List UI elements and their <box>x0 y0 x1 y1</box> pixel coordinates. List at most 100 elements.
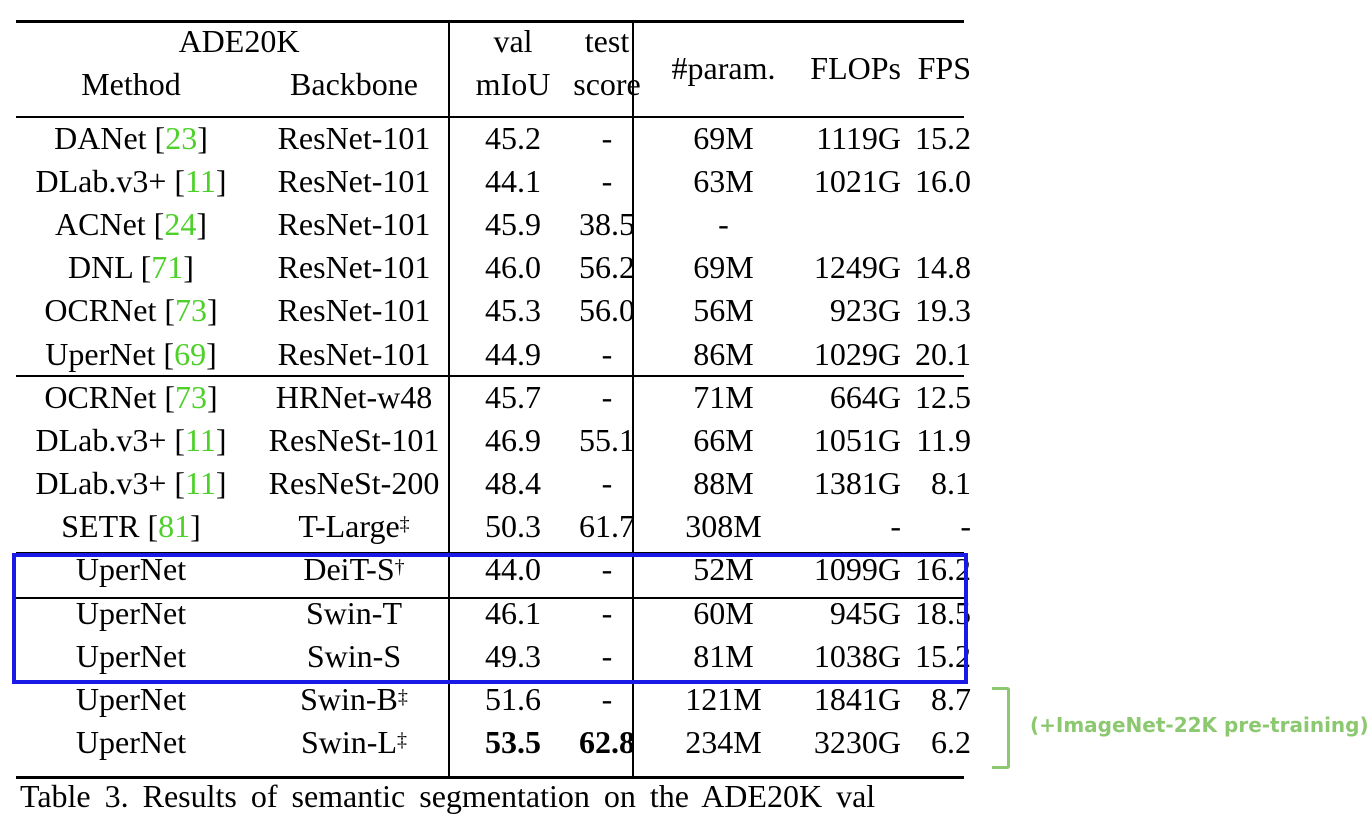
results-table: ADE20K Method Backbone val mIoU test sco… <box>16 20 971 779</box>
fps-cell: 8.1 <box>931 465 971 502</box>
backbone-cell: Swin-B ‡ <box>300 681 408 718</box>
backbone-cell: HRNet-w48 <box>246 375 462 418</box>
param-cell: 81M <box>693 637 754 674</box>
table-row: ACNet [24] ResNet-101 45.9 38.5 - <box>16 202 964 245</box>
table-row: SETR [81] T-Large ‡ 50.3 61.7 308M - - <box>16 505 971 548</box>
method-name: DANet [ <box>54 119 166 156</box>
citation-close: ] <box>197 119 208 156</box>
citation-link[interactable]: 81 <box>158 508 191 545</box>
citation-link[interactable]: 24 <box>164 205 197 242</box>
citation-link[interactable]: 23 <box>165 119 198 156</box>
citation-close: ] <box>215 162 227 199</box>
method-name: UperNet <box>75 724 187 761</box>
backbone-cell: DeiT-S † <box>303 551 405 588</box>
flops-cell: 1029G <box>813 335 901 372</box>
table-row: UperNet Swin-B ‡ 51.6 - 121M 1841G 8.7 <box>16 677 971 720</box>
backbone-name: DeiT-S <box>303 551 395 588</box>
param-cell: 121M <box>685 681 762 718</box>
table-header: ADE20K Method Backbone val mIoU test sco… <box>16 20 971 116</box>
divider-backbone-val <box>448 20 450 776</box>
method-cell: UperNet <box>16 721 246 764</box>
backbone-cell: ResNet-101 <box>246 202 462 245</box>
fps-cell: 11.9 <box>916 421 971 458</box>
flops-cell: 1249G <box>813 249 901 286</box>
param-cell: 69M <box>693 249 754 286</box>
test-header-top: test <box>584 23 630 59</box>
fps-cell: - <box>960 508 971 545</box>
method-name: UperNet <box>75 637 187 674</box>
backbone-cell: ResNeSt-101 <box>246 418 462 461</box>
fps-cell: 6.2 <box>931 724 971 761</box>
flops-cell: 1021G <box>813 162 901 199</box>
method-cell: OCRNet [73] <box>16 289 246 332</box>
highlight-box <box>12 553 968 684</box>
val-header-bottom: mIoU <box>475 66 551 102</box>
method-name: UperNet <box>75 594 187 631</box>
table-row: UperNet Swin-T 46.1 - 60M 945G 18.5 <box>16 591 971 634</box>
test-score-cell: - <box>601 465 613 502</box>
fps-cell: 15.2 <box>915 637 971 674</box>
group-rule-1 <box>16 375 964 377</box>
backbone-cell: ResNet-101 <box>246 289 462 332</box>
method-name: DLab.v3+ [ <box>35 421 186 458</box>
test-score-cell: - <box>601 335 613 372</box>
citation-link[interactable]: 73 <box>175 292 207 329</box>
backbone-name: Swin-L <box>301 724 397 761</box>
table-caption: Table 3. Results of semantic segmentatio… <box>20 778 876 814</box>
val-miou-cell: 44.9 <box>485 335 541 372</box>
backbone-cell: Swin-S <box>246 634 462 677</box>
val-miou-cell: 53.5 <box>485 724 541 761</box>
method-cell: DLab.v3+ [11] <box>16 462 246 505</box>
backbone-name: Swin-T <box>306 594 402 631</box>
flops-cell: 923G <box>829 292 901 329</box>
citation-link[interactable]: 11 <box>185 465 216 502</box>
fps-cell: 16.2 <box>915 551 971 588</box>
method-cell: DNL [71] <box>16 246 246 289</box>
table-row: UperNet Swin-L ‡ 53.5 62.8 234M 3230G 6.2 <box>16 721 971 764</box>
citation-link[interactable]: 69 <box>174 335 207 372</box>
param-cell: 234M <box>685 724 762 761</box>
citation-link[interactable]: 11 <box>185 162 216 199</box>
table-body: DANet [23] ResNet-101 45.2-69M 1119G 15.2 DLa… <box>16 116 971 764</box>
citation-link[interactable]: 73 <box>175 378 207 415</box>
val-header-top: val <box>493 23 533 59</box>
method-name: DLab.v3+ [ <box>35 162 186 199</box>
val-miou-cell: 51.6 <box>485 681 541 718</box>
table-row: UperNet Swin-S 49.3 - 81M 1038G 15.2 <box>16 634 971 677</box>
backbone-name: HRNet-w48 <box>275 378 433 415</box>
table-row: UperNet [69] ResNet-101 44.9 - 86M 1029G 20.1 <box>16 332 971 375</box>
fps-cell: 19.3 <box>915 292 971 329</box>
table-row: OCRNet [73] ResNet-101 45.3 56.0 56M 923G 19.3 <box>16 289 971 332</box>
citation-close: ] <box>183 249 194 286</box>
flops-cell <box>791 202 901 245</box>
val-miou-cell: 45.9 <box>485 205 541 242</box>
citation-close: ] <box>207 292 218 329</box>
citation-link[interactable]: 71 <box>151 249 184 286</box>
table-row: DLab.v3+ [11] ResNeSt-200 48.4 - 88M 1381G 8.1 <box>16 462 971 505</box>
table-row: DLab.v3+ [11] ResNet-101 44.1 - 63M 1021G 16.0 <box>16 159 971 202</box>
test-score-cell: - <box>601 594 613 631</box>
fps-cell: 16.0 <box>915 162 971 199</box>
top-rule <box>16 20 964 23</box>
divider-test-param <box>632 20 634 776</box>
fps-cell: 18.5 <box>915 594 971 631</box>
val-miou-cell: 46.9 <box>485 421 541 458</box>
test-score-cell: 56.2 <box>579 249 635 286</box>
citation-close: ] <box>206 335 217 372</box>
flops-header: FLOPs <box>810 50 901 86</box>
param-cell: 71M <box>693 378 754 415</box>
method-cell: DANet [23] <box>16 116 246 159</box>
citation-close: ] <box>215 465 227 502</box>
test-score-cell: 55.1 <box>579 421 635 458</box>
method-cell: DLab.v3+ [11] <box>16 159 246 202</box>
method-name: ACNet [ <box>55 205 165 242</box>
citation-link[interactable]: 11 <box>185 421 216 458</box>
table-row: DANet [23] ResNet-101 45.2 - 69M 1119G 15.2 <box>16 116 971 159</box>
method-name: DLab.v3+ [ <box>35 465 186 502</box>
val-miou-cell: 44.1 <box>485 162 541 199</box>
fps-header: FPS <box>917 50 971 86</box>
param-cell: 63M <box>693 162 754 199</box>
backbone-cell: ResNet-101 <box>246 246 462 289</box>
test-score-cell: - <box>601 637 613 674</box>
test-score-cell: - <box>601 378 613 415</box>
